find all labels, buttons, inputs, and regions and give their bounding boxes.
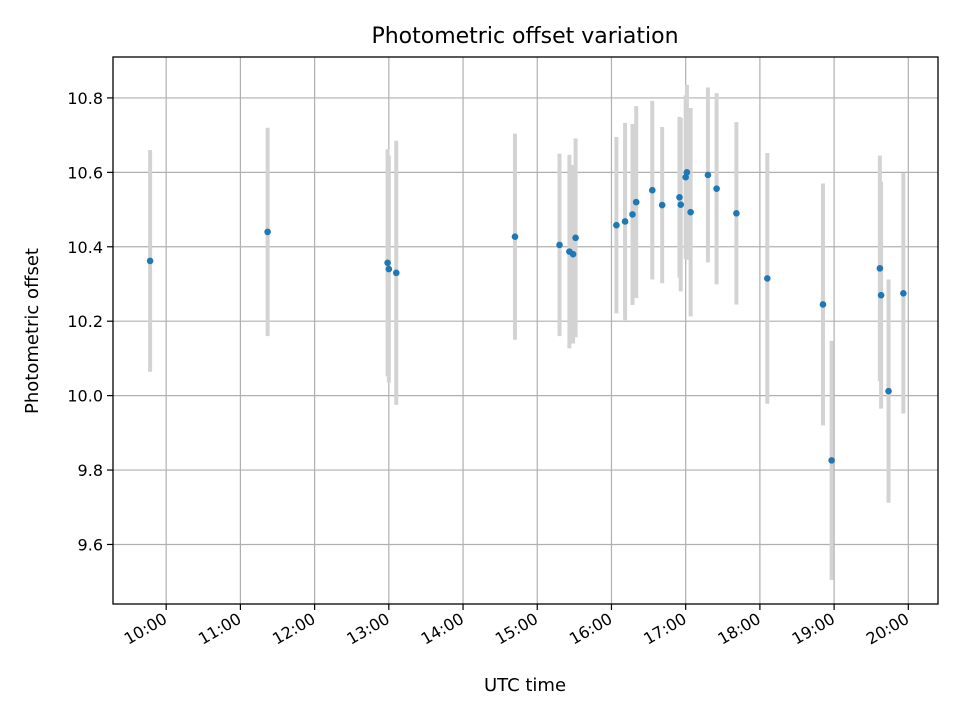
- data-point: [385, 265, 393, 273]
- data-point: [264, 228, 271, 236]
- data-point: [511, 233, 519, 241]
- y-tick-label: 10.0: [67, 387, 103, 406]
- x-tick-label: 15:00: [492, 609, 541, 649]
- data-point: [676, 193, 683, 201]
- y-tick-label: 10.4: [67, 238, 103, 257]
- x-axis-label: UTC time: [484, 675, 566, 696]
- chart-title: Photometric offset variation: [371, 24, 678, 49]
- x-tick-label: 19:00: [789, 609, 838, 649]
- x-tick-label: 14:00: [418, 609, 467, 649]
- data-point: [764, 275, 771, 282]
- data-point: [704, 171, 712, 179]
- x-tick-label: 10:00: [121, 609, 170, 649]
- y-tick-label: 10.8: [67, 89, 103, 108]
- data-point: [900, 289, 907, 297]
- data-point: [632, 198, 640, 206]
- data-point: [648, 186, 656, 194]
- y-tick-label: 9.6: [78, 535, 103, 554]
- data-point: [556, 241, 563, 249]
- y-tick-label: 9.8: [78, 461, 103, 480]
- data-point: [658, 201, 666, 209]
- data-point: [569, 250, 577, 258]
- data-point: [572, 234, 579, 242]
- data-point: [819, 301, 827, 308]
- y-axis-label: Photometric offset: [22, 248, 43, 414]
- data-point: [733, 209, 740, 217]
- x-tick-label: 16:00: [566, 609, 615, 649]
- data-point: [384, 259, 391, 267]
- point-layer: [146, 169, 907, 464]
- data-point: [828, 457, 835, 464]
- data-point: [713, 185, 720, 193]
- y-tick-label: 10.6: [67, 163, 103, 182]
- x-tick-label: 12:00: [269, 609, 318, 649]
- y-tick-label: 10.2: [67, 312, 103, 331]
- data-point: [621, 218, 629, 225]
- data-point: [885, 387, 892, 395]
- data-point: [392, 269, 400, 277]
- x-tick-label: 20:00: [863, 609, 912, 649]
- x-tick-label: 13:00: [343, 609, 392, 649]
- data-point: [146, 257, 154, 265]
- data-point: [629, 211, 636, 218]
- x-tick-label: 17:00: [640, 609, 689, 649]
- x-tick-label: 11:00: [195, 609, 244, 649]
- data-point: [687, 208, 694, 216]
- x-tick-label: 18:00: [714, 609, 763, 649]
- data-point: [683, 169, 691, 176]
- data-point: [877, 291, 885, 299]
- data-point: [613, 221, 620, 229]
- plot-frame: [112, 56, 939, 605]
- data-point: [677, 201, 685, 209]
- grid-layer: [113, 57, 938, 604]
- data-point: [876, 265, 884, 272]
- errorbar-layer: [148, 84, 906, 580]
